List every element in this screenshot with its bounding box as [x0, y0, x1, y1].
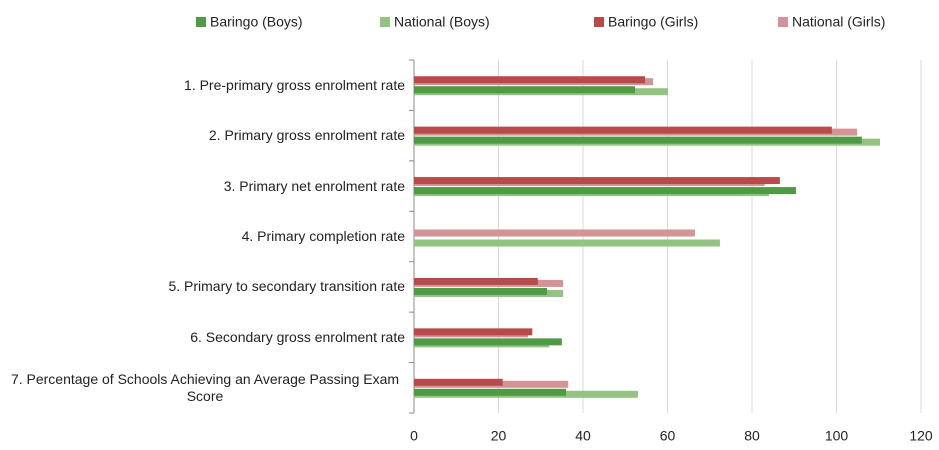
x-tick-label: 120 — [909, 428, 933, 444]
legend-swatch — [778, 17, 788, 27]
y-tick-label: 4. Primary completion rate — [241, 227, 405, 244]
x-tick-label: 40 — [575, 428, 591, 444]
x-tick-label: 60 — [660, 428, 676, 444]
y-tick-label: 6. Secondary gross enrolment rate — [190, 328, 405, 345]
legend-label: Baringo (Girls) — [608, 14, 698, 30]
bar — [414, 277, 538, 285]
bar — [414, 388, 567, 396]
bar — [414, 86, 635, 94]
y-tick-label: 3. Primary net enrolment rate — [223, 177, 405, 194]
bar — [414, 187, 796, 195]
bar — [414, 126, 832, 134]
category-label-box: 1. Pre-primary gross enrolment rate — [184, 60, 405, 110]
x-tick-label: 20 — [491, 428, 507, 444]
legend-swatch — [380, 17, 390, 27]
category-label-box: 3. Primary net enrolment rate — [224, 161, 405, 211]
y-tick-label: 7. Percentage of Schools Achieving an Av… — [10, 370, 400, 404]
category-label-box: 5. Primary to secondary transition rate — [168, 262, 405, 312]
bar — [414, 136, 862, 144]
bar — [414, 328, 533, 336]
y-tick-label: 5. Primary to secondary transition rate — [168, 278, 405, 295]
legend-swatch — [196, 17, 206, 27]
bar — [414, 287, 548, 295]
legend-swatch — [594, 17, 604, 27]
bar — [414, 177, 780, 185]
category-label-box: 4. Primary completion rate — [242, 211, 405, 261]
y-tick-label: 2. Primary gross enrolment rate — [208, 127, 405, 144]
category-label-box: 7. Percentage of Schools Achieving an Av… — [5, 363, 405, 413]
category-label-box: 6. Secondary gross enrolment rate — [190, 312, 405, 362]
legend-label: National (Boys) — [394, 14, 490, 30]
bar — [414, 338, 562, 346]
legend-label: National (Girls) — [792, 14, 885, 30]
x-tick-label: 80 — [744, 428, 760, 444]
x-tick-label: 0 — [410, 428, 418, 444]
bar — [414, 378, 503, 386]
y-tick-label: 1. Pre-primary gross enrolment rate — [184, 76, 405, 93]
bar — [414, 229, 695, 237]
bar — [414, 239, 720, 247]
bar — [414, 76, 646, 84]
category-label-box: 2. Primary gross enrolment rate — [209, 110, 405, 160]
x-tick-label: 100 — [825, 428, 849, 444]
legend-label: Baringo (Boys) — [210, 14, 303, 30]
